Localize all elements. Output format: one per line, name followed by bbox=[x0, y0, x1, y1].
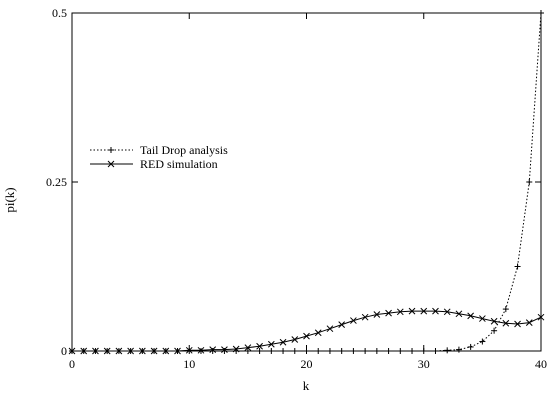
series-marker-x bbox=[80, 347, 88, 355]
series-marker-plus bbox=[303, 348, 310, 354]
series-marker-plus bbox=[315, 348, 322, 354]
y-tick-label: 0 bbox=[61, 344, 67, 358]
series-marker-plus bbox=[467, 343, 474, 350]
series-marker-plus bbox=[268, 348, 275, 354]
series-marker-x bbox=[174, 347, 181, 355]
series-marker-x bbox=[197, 346, 205, 354]
legend-label: Tail Drop analysis bbox=[140, 143, 228, 157]
series-marker-plus bbox=[280, 348, 287, 354]
series-marker-plus bbox=[108, 147, 114, 153]
series-marker-plus bbox=[326, 348, 333, 354]
series-marker-x bbox=[221, 346, 228, 354]
series-marker-x bbox=[502, 319, 510, 327]
series-marker-x bbox=[350, 317, 357, 324]
x-tick-label: 10 bbox=[183, 357, 195, 371]
x-tick-label: 20 bbox=[301, 357, 313, 371]
series-marker-x bbox=[326, 325, 334, 333]
series-marker-plus bbox=[209, 348, 216, 354]
series-marker-x bbox=[408, 307, 416, 315]
series-marker-plus bbox=[362, 348, 369, 354]
series-marker-x bbox=[68, 347, 76, 355]
y-tick-label: 0.25 bbox=[46, 175, 67, 189]
legend-entry: RED simulation bbox=[90, 157, 218, 171]
series-marker-x bbox=[514, 320, 521, 328]
series-marker-x bbox=[162, 347, 170, 355]
series-marker-x bbox=[314, 329, 322, 337]
series-marker-plus bbox=[291, 348, 298, 354]
series-marker-x bbox=[209, 346, 217, 354]
series-line bbox=[72, 12, 542, 352]
series-marker-x bbox=[361, 313, 369, 321]
series-marker-x bbox=[150, 347, 158, 355]
series-marker-plus bbox=[385, 348, 392, 354]
series-marker-x bbox=[92, 347, 99, 355]
series-marker-x bbox=[373, 311, 381, 318]
series-marker-x bbox=[479, 315, 486, 322]
series-marker-x bbox=[420, 307, 428, 315]
series-marker-plus bbox=[538, 10, 544, 16]
series-marker-plus bbox=[432, 348, 439, 354]
series-marker-x bbox=[232, 345, 240, 353]
series-marker-x bbox=[279, 338, 287, 346]
legend-label: RED simulation bbox=[140, 157, 218, 171]
y-axis-label: pi(k) bbox=[2, 187, 17, 212]
series-marker-plus bbox=[373, 348, 380, 354]
series-marker-plus bbox=[444, 347, 451, 354]
series-marker-x bbox=[115, 347, 123, 355]
x-tick-label: 40 bbox=[535, 357, 547, 371]
series-marker-x bbox=[103, 347, 111, 355]
x-tick-label: 30 bbox=[418, 357, 430, 371]
series-marker-x bbox=[455, 310, 463, 318]
series-marker-x bbox=[385, 309, 392, 317]
series-marker-x bbox=[490, 317, 498, 325]
series-marker-plus bbox=[256, 348, 263, 354]
series-marker-plus bbox=[350, 348, 357, 354]
series-marker-x bbox=[291, 336, 299, 343]
series-marker-plus bbox=[397, 348, 404, 354]
x-axis-label: k bbox=[303, 378, 310, 393]
series-marker-x bbox=[432, 307, 439, 315]
series-marker-x bbox=[338, 321, 346, 328]
y-tick-label: 0.5 bbox=[52, 6, 67, 20]
series-marker-plus bbox=[338, 348, 345, 354]
series-marker-plus bbox=[221, 348, 228, 354]
series-marker-x bbox=[256, 342, 263, 350]
legend-entry: Tail Drop analysis bbox=[90, 143, 228, 157]
series-marker-x bbox=[267, 340, 275, 348]
series-marker-x bbox=[127, 347, 134, 355]
series-marker-plus bbox=[455, 346, 462, 353]
series-marker-plus bbox=[526, 179, 533, 185]
series-marker-x bbox=[138, 347, 146, 355]
series-marker-plus bbox=[244, 348, 251, 354]
series-marker-x bbox=[467, 312, 475, 320]
series-marker-x bbox=[525, 319, 533, 326]
series-marker-plus bbox=[514, 263, 521, 270]
series-marker-plus bbox=[409, 348, 416, 354]
series-marker-x bbox=[537, 313, 545, 321]
series-marker-plus bbox=[491, 327, 498, 334]
x-tick-label: 0 bbox=[69, 357, 75, 371]
series-marker-plus bbox=[479, 338, 486, 345]
series-1 bbox=[68, 307, 545, 355]
series-0 bbox=[69, 10, 544, 354]
series-marker-plus bbox=[420, 348, 427, 354]
series-marker-x bbox=[396, 308, 404, 316]
series-marker-x bbox=[107, 160, 115, 168]
series-marker-x bbox=[303, 332, 310, 340]
series-marker-x bbox=[244, 344, 252, 351]
series-marker-x bbox=[443, 308, 451, 316]
series-marker-plus bbox=[502, 306, 509, 313]
plot-frame bbox=[71, 12, 542, 352]
series-marker-x bbox=[185, 346, 193, 354]
